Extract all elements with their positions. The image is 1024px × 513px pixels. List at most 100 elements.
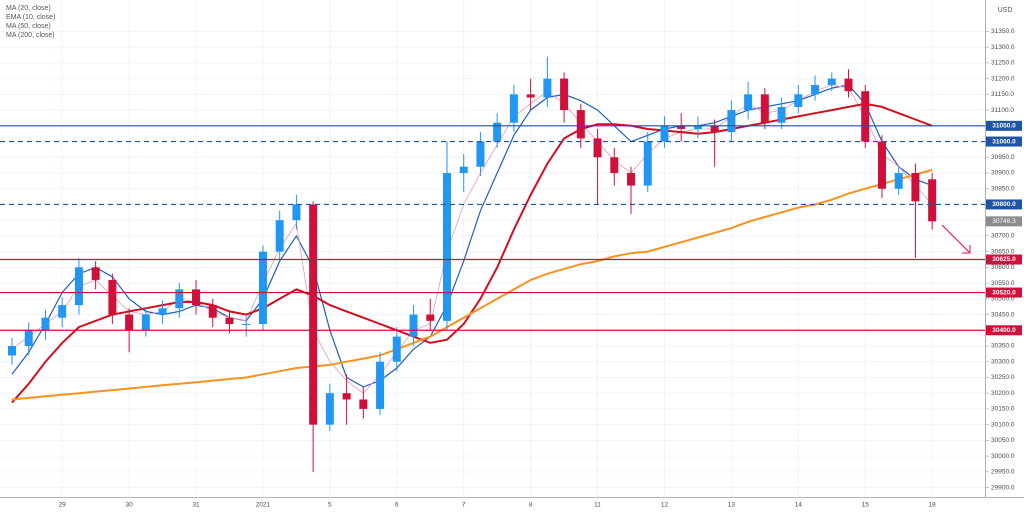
candle-body [342,393,351,400]
candle-body [643,141,652,186]
legend-entry: MA (50, close) [6,23,51,30]
y-tick-label: 30600.0 [991,264,1015,271]
legend-entry: MA (200, close) [6,32,55,39]
level-label: 31050.0 [992,123,1016,130]
y-tick-label: 30050.0 [991,437,1015,444]
candle-body [258,251,267,324]
candle-body [877,141,886,189]
candle-body [827,78,836,85]
level-label: 30800.0 [992,201,1016,208]
candle-body [727,110,736,133]
candle-body [576,110,585,139]
x-tick-label: 8 [529,502,533,509]
y-tick-label: 30950.0 [991,154,1015,161]
plot-area [0,56,985,472]
y-tick-label: 30450.0 [991,311,1015,318]
x-tick-label: 5 [328,502,332,509]
candle-body [911,173,920,202]
x-tick-label: 14 [795,502,803,509]
x-tick-label: 7 [462,502,466,509]
candle-body [426,314,435,321]
y-tick-label: 30000.0 [991,453,1015,460]
arrow-head [962,245,971,254]
level-label: 30400.0 [992,327,1016,334]
candle-body [225,317,234,324]
candle-body [476,141,485,167]
level-label-box [986,136,1022,147]
x-tick-label: 15 [862,502,870,509]
last-price-box [986,216,1022,227]
axes: 29900.0 29950.0 30000.0 30050.0 30100.0 30150… [59,28,1022,509]
level-label-box [986,325,1022,336]
level-label-box [986,287,1022,298]
candle-body [894,173,903,189]
candle-body [693,125,702,129]
candle-body [141,314,150,331]
y-tick-label: 31100.0 [991,107,1014,114]
y-tick-label: 31300.0 [991,44,1015,51]
annotation-arrow [941,224,971,254]
y-tick-label: 30850.0 [991,185,1015,192]
candle-body [543,78,552,98]
candle-body [58,305,67,318]
y-tick-label: 30100.0 [991,421,1015,428]
candle-body [376,361,385,409]
candle-body [108,279,117,315]
candle-body [493,122,502,142]
candle-body [794,94,803,107]
candle-body [392,336,401,362]
currency: USD [998,7,1013,14]
y-tick-label: 31200.0 [991,75,1015,82]
candle-body [409,314,418,337]
candle-body [208,305,217,318]
y-tick-label: 31350.0 [991,28,1015,35]
candle-body [442,173,451,321]
y-tick-label: 30300.0 [991,358,1015,365]
level-label: 30625.0 [992,256,1016,263]
candle-body [744,94,753,111]
candle-body [861,91,870,142]
candle-body [175,289,184,309]
candle-body [928,179,937,222]
x-tick-label: 11 [594,502,601,509]
y-tick-label: 29900.0 [991,484,1015,491]
candle-body [710,125,719,133]
x-tick-label: 6 [395,502,399,509]
candle-body [359,399,368,409]
candle-body [459,166,468,174]
candle-body [677,125,686,129]
candle-body [125,314,134,331]
y-tick-label: 30350.0 [991,343,1015,350]
candle-body [74,267,83,306]
y-tick-label: 30550.0 [991,280,1015,287]
y-tick-label: 30200.0 [991,390,1015,397]
last-price-label: 30746.3 [992,218,1016,225]
y-tick-label: 29950.0 [991,469,1015,476]
x-tick-label: 30 [125,502,133,509]
candle-body [242,323,251,325]
level-label-box [986,199,1022,210]
candle-body [526,94,535,98]
candle-body [844,78,853,92]
ma-line [11,168,933,401]
y-tick-label: 31250.0 [991,60,1015,67]
legend-entry: MA (20, close) [6,5,51,12]
arrow-line [941,224,970,253]
level-label: 31000.0 [992,138,1016,145]
candle-body [760,94,769,123]
level-label-box [986,120,1022,131]
candle-body [8,346,16,356]
candle-body [627,173,636,186]
candle-body [24,330,33,347]
candle-body [325,393,334,425]
candle-body [811,84,820,95]
legend-entry: EMA (10, close) [6,14,55,21]
candle-body [158,308,167,315]
candle-body [593,138,602,158]
candle-body [91,267,100,280]
candle-body [309,204,318,425]
y-tick-label: 30650.0 [991,248,1015,255]
candle-body [192,289,201,306]
